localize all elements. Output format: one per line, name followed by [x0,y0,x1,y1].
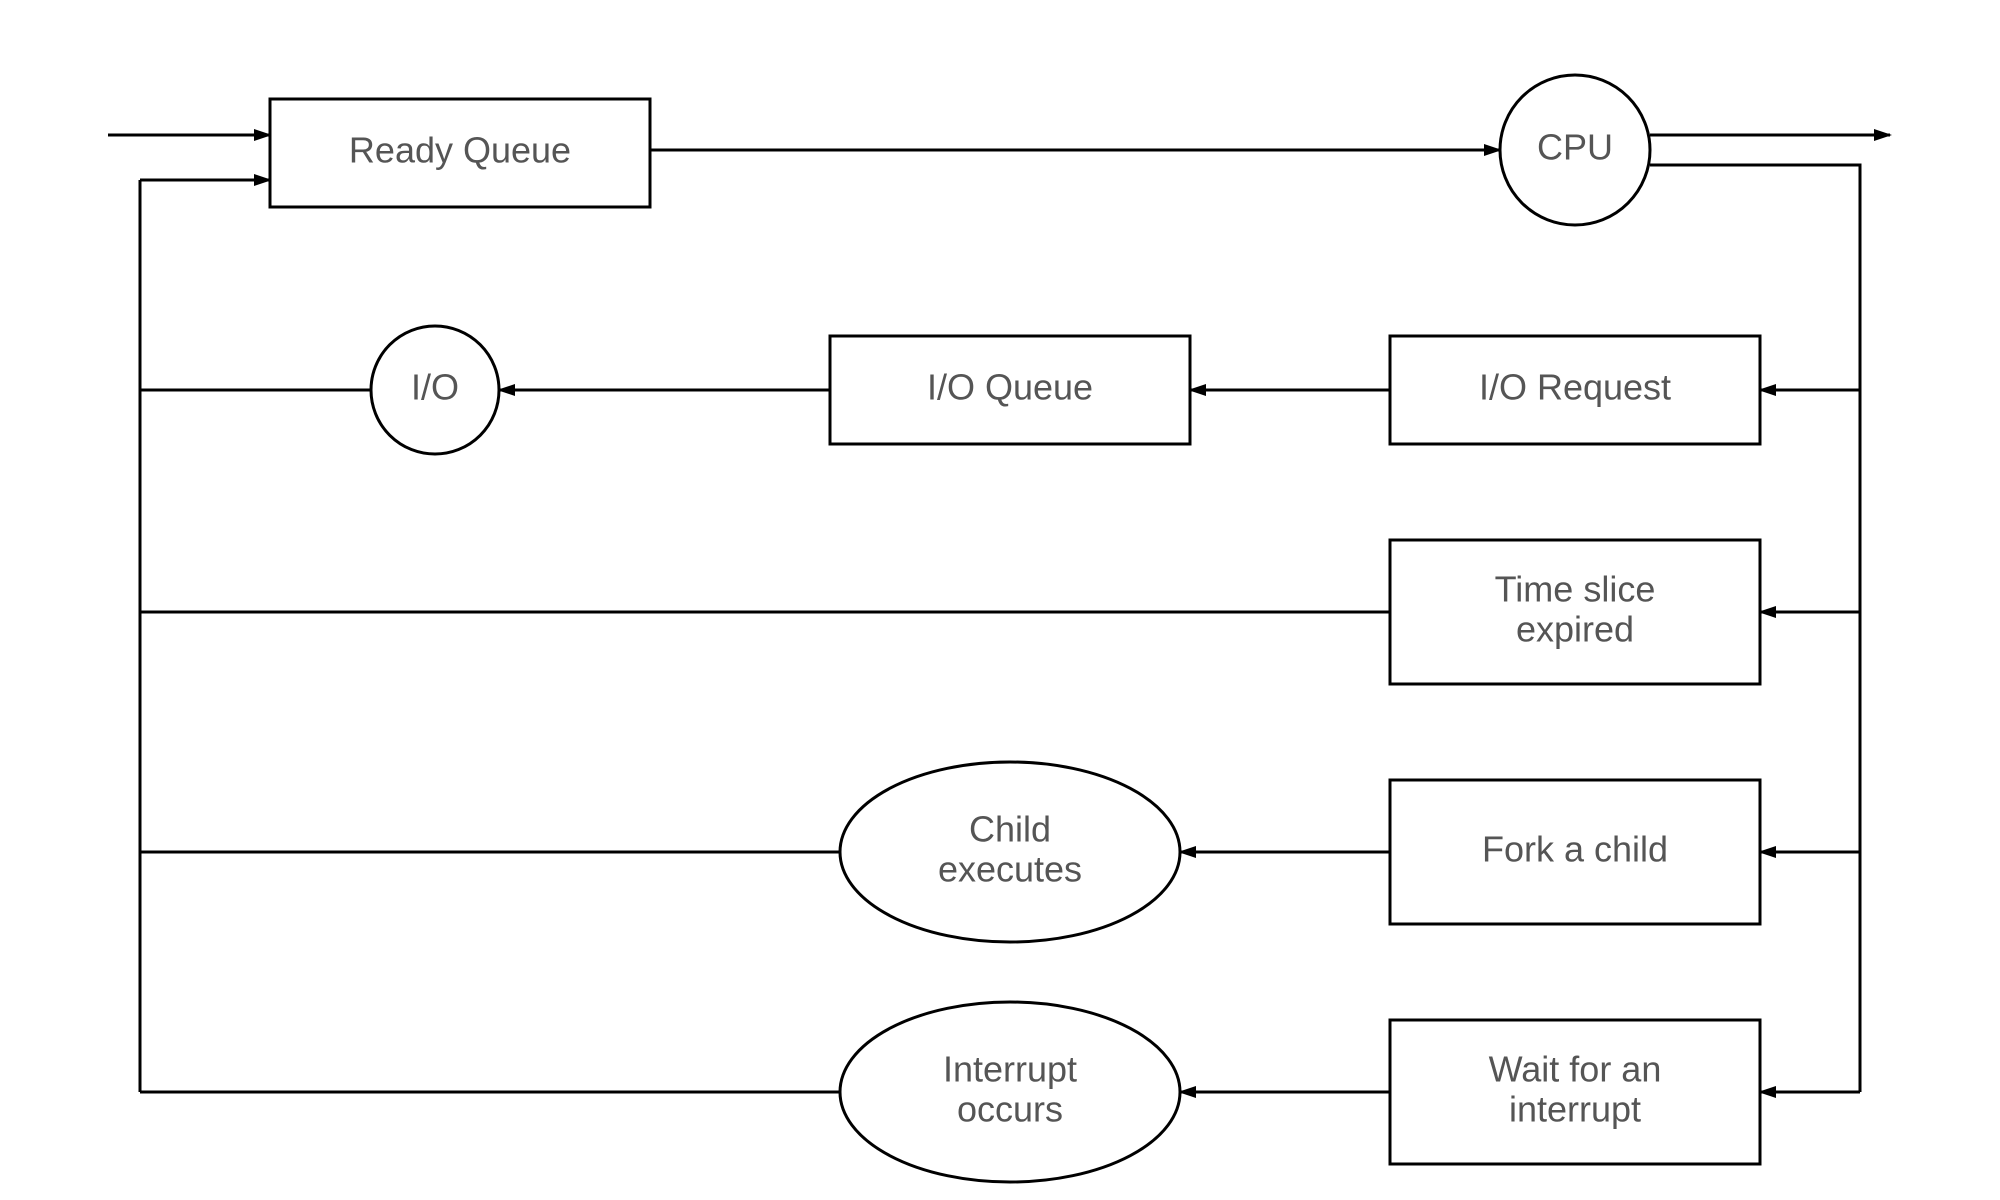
node-io_queue: I/O Queue [830,336,1190,444]
node-fork_child: Fork a child [1390,780,1760,924]
svg-text:occurs: occurs [957,1088,1063,1129]
node-interrupt_occ: Interruptoccurs [840,1002,1180,1182]
svg-text:Interrupt: Interrupt [943,1049,1077,1090]
svg-text:CPU: CPU [1537,127,1613,168]
svg-text:executes: executes [938,848,1082,889]
node-io: I/O [371,326,499,454]
node-time_slice: Time sliceexpired [1390,540,1760,684]
svg-text:Child: Child [969,809,1051,850]
svg-text:Wait for an: Wait for an [1489,1049,1662,1090]
node-ready_queue: Ready Queue [270,99,650,207]
node-cpu: CPU [1500,75,1650,225]
svg-text:interrupt: interrupt [1509,1088,1641,1129]
svg-text:Fork a child: Fork a child [1482,829,1668,870]
svg-text:I/O: I/O [411,367,459,408]
node-child_exec: Childexecutes [840,762,1180,942]
svg-text:I/O Request: I/O Request [1479,367,1671,408]
node-io_request: I/O Request [1390,336,1760,444]
svg-text:Ready Queue: Ready Queue [349,130,571,171]
svg-text:I/O Queue: I/O Queue [927,367,1093,408]
svg-text:Time slice: Time slice [1495,569,1656,610]
svg-text:expired: expired [1516,608,1634,649]
flowchart-canvas: Ready Queue CPU I/O I/O Queue I/O Request Tim… [0,0,2000,1200]
node-wait_int: Wait for aninterrupt [1390,1020,1760,1164]
